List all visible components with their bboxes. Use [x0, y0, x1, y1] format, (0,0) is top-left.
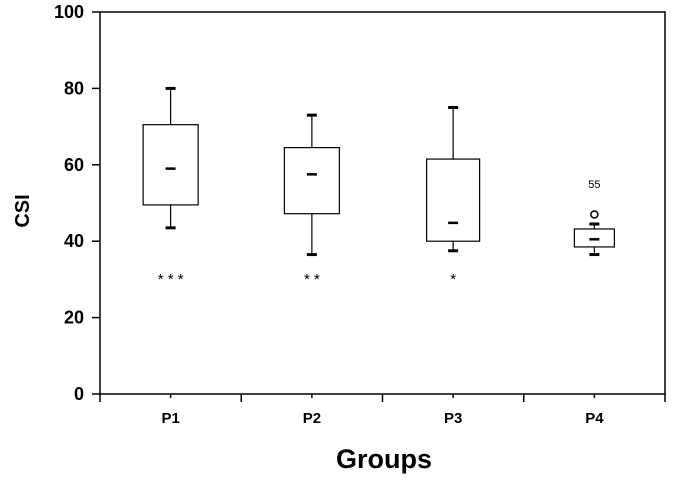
outlier-p4: 55 [588, 179, 601, 219]
y-tick-label: 40 [64, 231, 84, 251]
y-tick-label: 100 [54, 2, 84, 22]
x-tick-label: P4 [585, 410, 604, 427]
significance-label: * * [304, 271, 320, 288]
significance-label: * * * [158, 271, 184, 288]
outlier-point [590, 210, 599, 219]
box-p3: * [426, 106, 481, 288]
y-tick-label: 80 [64, 78, 84, 98]
significance-label: * [450, 271, 456, 288]
x-tick-label: P1 [161, 410, 179, 427]
iqr-box [573, 228, 615, 248]
y-axis-label: CSI [12, 194, 34, 227]
plot-layer: * * * * * * 55 [142, 86, 615, 288]
y-tick-label: 20 [64, 308, 84, 328]
iqr-box [142, 124, 199, 206]
x-axis-label: Groups [336, 444, 432, 474]
box-p1: * * * [142, 86, 199, 288]
iqr-box [426, 158, 481, 242]
iqr-box [283, 147, 340, 215]
axis-layer: 0 20 40 60 80 100 P1 P2 P3 P4 [54, 2, 666, 427]
x-tick-label: P2 [303, 410, 321, 427]
box-p2: * * [283, 113, 340, 288]
box-p4 [573, 222, 615, 257]
x-tick-label: P3 [444, 410, 462, 427]
outlier-label: 55 [588, 179, 600, 191]
y-tick-label: 0 [74, 384, 84, 404]
y-tick-label: 60 [64, 155, 84, 175]
